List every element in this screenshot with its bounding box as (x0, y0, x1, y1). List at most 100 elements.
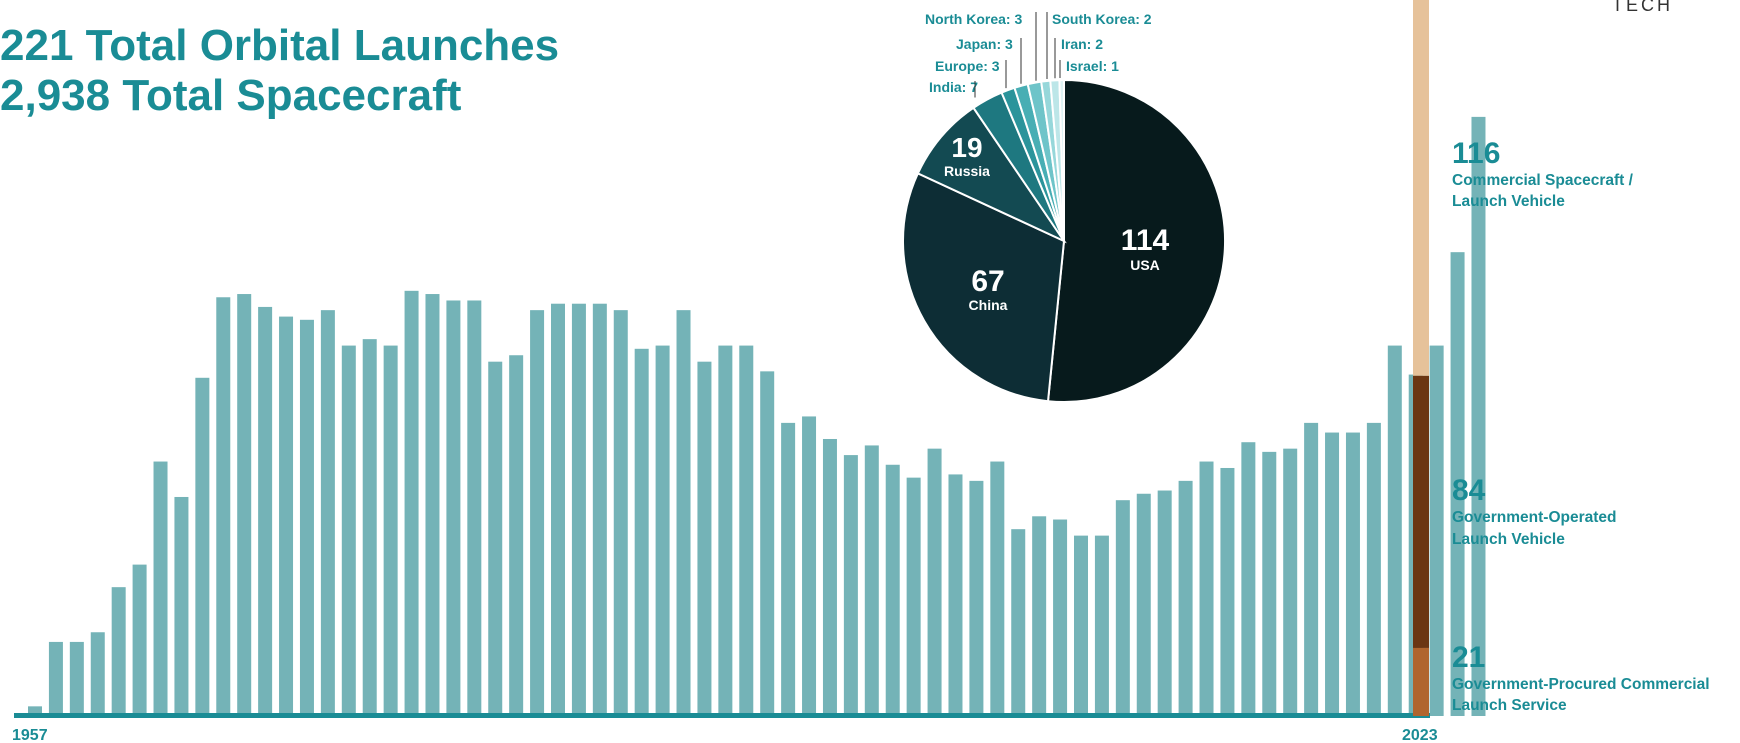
pie-slice-israel (1058, 78, 1065, 242)
launch-bar-1970 (299, 319, 314, 716)
launch-bar-2017 (1283, 448, 1298, 716)
launch-bar-2009 (1115, 500, 1130, 716)
launch-bar-2005 (1032, 516, 1047, 716)
launch-bar-2004 (1011, 529, 1026, 716)
launch-bar-1969 (279, 316, 294, 716)
launch-bar-1987 (655, 345, 670, 716)
launch-bar-1961 (111, 587, 126, 716)
launch-bar-2012 (1178, 480, 1193, 716)
title-total-spacecraft: 2,938 Total Spacecraft (0, 71, 462, 120)
stack-label-line2-1: Launch Vehicle (1452, 531, 1565, 548)
stack-value-0: 116 (1452, 137, 1500, 170)
launch-bar-2019 (1325, 432, 1340, 716)
launch-bar-1966 (216, 297, 231, 716)
launch-bar-1976 (425, 294, 440, 716)
launch-bar-2001 (948, 474, 963, 716)
launch-bar-68 (1450, 252, 1465, 717)
pie-callout-0: India: 7 (929, 79, 978, 95)
launch-bar-2013 (1199, 461, 1214, 716)
launch-bar-1980 (509, 355, 524, 716)
launch-bar-1992 (760, 371, 775, 716)
launch-bar-2021 (1366, 422, 1381, 716)
annual-launch-bars (28, 116, 1486, 717)
launch-bar-2016 (1262, 451, 1277, 716)
stack-segment-1 (1413, 375, 1429, 648)
launch-bar-1959 (69, 641, 84, 716)
pie-callout-4: South Korea: 2 (1052, 11, 1152, 27)
launch-bar-2022 (1387, 345, 1402, 716)
pie-value-russia: 19 (951, 132, 982, 163)
launch-bar-1988 (676, 310, 691, 716)
pie-callout-labels: India: 7 Europe: 3 Japan: 3 North Korea: 3 S… (925, 11, 1152, 98)
launch-bar-1983 (571, 303, 586, 716)
stack-label-line1-2: Government-Procured Commercial (1452, 676, 1710, 693)
launch-bar-1996 (843, 455, 858, 716)
launch-bar-2010 (1136, 493, 1151, 716)
launch-type-stacked-bar (1413, 0, 1429, 716)
launch-bar-1964 (174, 496, 189, 716)
launch-bar-69 (1471, 116, 1486, 716)
launch-bar-1993 (781, 422, 796, 716)
launch-bar-1978 (467, 300, 482, 716)
pie-callout-2: Japan: 3 (956, 36, 1013, 52)
launch-bar-1990 (718, 345, 733, 716)
launch-bar-2014 (1220, 467, 1235, 716)
pie-slice-russia (916, 106, 1067, 244)
launch-bar-1985 (613, 310, 628, 716)
launch-bar-1965 (195, 377, 210, 716)
launch-bar-1998 (885, 464, 900, 716)
launch-type-labels: 116 Commercial Spacecraft / Launch Vehicle… (1452, 137, 1710, 714)
x-axis-baseline (14, 713, 1430, 718)
launch-bar-2008 (1094, 535, 1109, 716)
launch-bar-1975 (404, 290, 419, 716)
launch-bar-1977 (446, 300, 461, 716)
pie-callout-1: Europe: 3 (935, 58, 1000, 74)
launch-bar-1994 (802, 416, 817, 716)
stack-segment-0 (1413, 0, 1429, 376)
launch-bar-2006 (1053, 519, 1068, 716)
pie-callout-5: Iran: 2 (1061, 36, 1103, 52)
pie-value-china: 67 (971, 265, 1004, 298)
launch-bar-1963 (153, 461, 168, 716)
launch-bar-1982 (551, 303, 565, 716)
launch-bar-1974 (383, 345, 398, 716)
launch-bar-1986 (634, 348, 649, 716)
launch-bar-2015 (1241, 442, 1256, 716)
x-axis-start-label: 1957 (12, 727, 48, 743)
launch-bar-1979 (488, 361, 503, 716)
pie-callout-3: North Korea: 3 (925, 11, 1022, 27)
launch-bar-1984 (592, 303, 607, 716)
stack-label-line1-0: Commercial Spacecraft / (1452, 172, 1634, 189)
launch-bar-1991 (739, 345, 754, 716)
title-total-launches: 221 Total Orbital Launches (0, 21, 559, 70)
pie-slice-usa (1046, 78, 1227, 403)
launch-bar-1972 (341, 345, 356, 716)
stack-value-1: 84 (1452, 474, 1486, 507)
stack-value-2: 21 (1452, 641, 1485, 674)
pie-label-china: China (969, 297, 1008, 313)
launch-bar-2002 (969, 480, 984, 716)
pie-value-usa: 114 (1121, 224, 1170, 257)
launch-bar-2020 (1345, 432, 1360, 716)
launch-bar-1973 (362, 339, 377, 716)
launch-bar-1958 (48, 641, 63, 716)
pie-slice-china (902, 172, 1066, 403)
launch-bar-1968 (258, 306, 273, 716)
pie-callout-6: Israel: 1 (1066, 58, 1119, 74)
launch-bar-1981 (530, 310, 545, 716)
x-axis-end-label: 2023 (1402, 727, 1438, 743)
launch-bar-2003 (990, 461, 1005, 716)
stack-label-line2-0: Launch Vehicle (1452, 193, 1565, 210)
launch-bar-1967 (237, 294, 252, 716)
launch-bar-2011 (1157, 490, 1172, 716)
launch-bar-2018 (1304, 422, 1319, 716)
pie-label-usa: USA (1130, 257, 1160, 273)
stack-label-line1-1: Government-Operated (1452, 509, 1617, 526)
corner-logo-text: TECH (1612, 0, 1673, 15)
launch-bar-1997 (864, 445, 879, 716)
stack-label-line2-2: Launch Service (1452, 697, 1567, 714)
launch-bar-1957 (28, 706, 42, 716)
launch-bar-1999 (906, 477, 921, 716)
